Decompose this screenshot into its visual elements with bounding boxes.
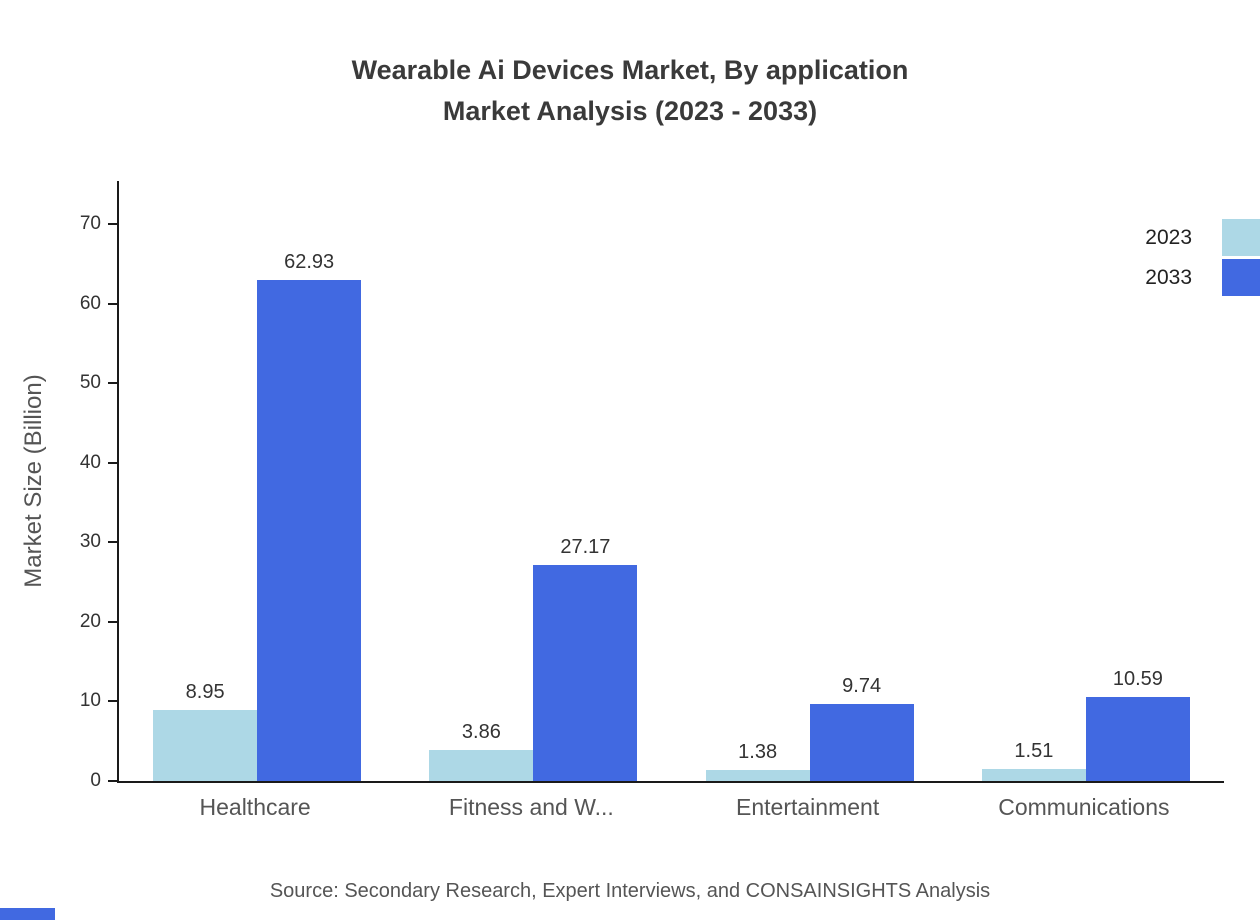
bar-2023: 3.86 — [429, 721, 534, 781]
bar-group: 1.38 9.74 — [672, 181, 948, 781]
bar-2033: 10.59 — [1085, 668, 1190, 781]
y-tick-mark — [108, 302, 117, 305]
bar-value-label: 9.74 — [842, 674, 882, 697]
chart-title-line1: Wearable Ai Devices Market, By applicati… — [351, 55, 909, 85]
y-tick-label: 10 — [79, 690, 101, 712]
legend: 2023 2033 — [1145, 219, 1260, 299]
y-axis-ticks: 0 10 20 30 40 50 60 70 — [80, 181, 1224, 791]
y-tick-mark — [108, 700, 117, 703]
y-tick-mark — [108, 382, 117, 385]
y-tick-label: 30 — [79, 531, 101, 553]
bar-value-label: 10.59 — [1112, 667, 1163, 690]
y-tick-mark — [108, 620, 117, 623]
legend-label: 2033 — [1145, 265, 1192, 289]
bar-group: 8.95 62.93 — [119, 181, 395, 781]
x-category-label: Fitness and W... — [448, 794, 614, 820]
bar-value-label: 1.51 — [1014, 740, 1054, 762]
y-tick-mark — [108, 541, 117, 544]
y-tick-label: 50 — [79, 372, 101, 394]
x-category-label: Entertainment — [736, 794, 880, 820]
bar-groups: 8.95 62.93 3.86 27.17 1.38 9.74 1.51 10.59 — [119, 181, 1224, 781]
x-category-label: Communications — [998, 794, 1170, 820]
bar-2023: 1.38 — [705, 741, 810, 781]
y-tick-label: 0 — [90, 770, 101, 791]
x-category-label: Healthcare — [199, 794, 311, 820]
legend-swatch — [1222, 219, 1260, 256]
y-tick-label: 40 — [79, 451, 101, 473]
bar-group: 3.86 27.17 — [395, 181, 671, 781]
bar-2033: 27.17 — [533, 536, 638, 781]
plot-area: 0 10 20 30 40 50 60 70 8.95 62.93 3.86 27.17 1.38 9.… — [80, 181, 1224, 791]
bar-value-label: 1.38 — [738, 741, 778, 764]
bar-group: 1.51 10.59 — [948, 181, 1224, 781]
chart-title-line2: Market Analysis (2023 - 2033) — [442, 96, 818, 126]
bar-value-label: 27.17 — [560, 535, 611, 558]
legend-item-2033: 2033 — [1145, 259, 1260, 296]
y-tick-mark — [108, 780, 117, 782]
bar-value-label: 3.86 — [461, 721, 501, 744]
y-axis-title: Market Size (Billion) — [20, 374, 47, 588]
bar-value-label: 62.93 — [284, 251, 335, 274]
legend-swatch — [1222, 259, 1260, 296]
bar-2023: 1.51 — [981, 740, 1086, 781]
y-tick-label: 60 — [79, 292, 101, 314]
y-tick-mark — [108, 223, 117, 225]
brand-corner-mark — [0, 908, 55, 920]
bar-2023: 8.95 — [153, 681, 258, 781]
bar-value-label: 8.95 — [185, 680, 225, 703]
y-tick-mark — [108, 461, 117, 464]
y-tick-label: 70 — [79, 213, 101, 234]
source-text: Source: Secondary Research, Expert Inter… — [269, 880, 991, 902]
legend-label: 2023 — [1145, 225, 1192, 249]
chart-title: Wearable Ai Devices Market, By applicati… — [0, 50, 1260, 132]
legend-item-2023: 2023 — [1145, 219, 1260, 256]
y-tick-label: 20 — [79, 610, 101, 632]
category-labels: Healthcare Fitness and W... Entertainment C… — [117, 794, 1222, 821]
bar-2033: 9.74 — [809, 675, 914, 781]
bar-2033: 62.93 — [257, 251, 362, 781]
